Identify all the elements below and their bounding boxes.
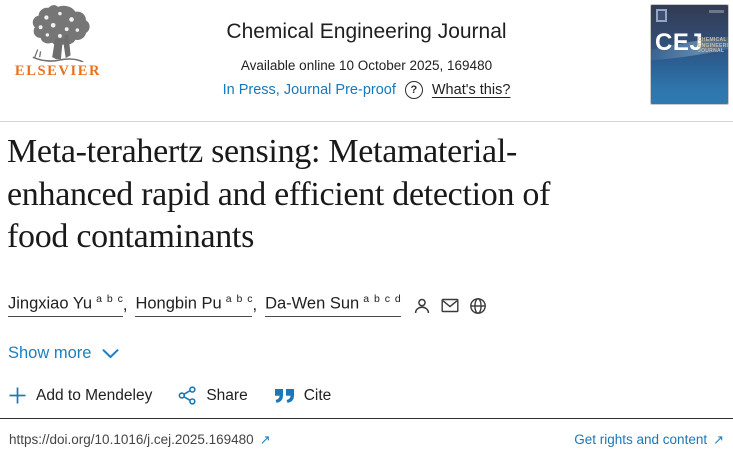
cover-journal-name: CHEMICAL ENGINEERING JOURNAL <box>698 37 729 55</box>
author-name: Da-Wen Sun <box>265 294 360 313</box>
author-name: Hongbin Pu <box>135 294 222 313</box>
share-label: Share <box>206 386 248 404</box>
cite-quote-icon <box>274 388 294 403</box>
action-bar: Add to Mendeley Share Cite <box>8 386 357 405</box>
question-circle-icon[interactable]: ? <box>404 81 423 99</box>
author-link-da-wen-sun[interactable]: Da-Wen Sun a b c d <box>265 293 401 317</box>
in-press-link[interactable]: In Press, Journal Pre-proof <box>222 82 396 98</box>
author-separator: , <box>122 295 128 314</box>
footer-bar: https://doi.org/10.1016/j.cej.2025.16948… <box>0 432 733 448</box>
article-status-row: In Press, Journal Pre-proof ? What's thi… <box>127 81 607 99</box>
share-button[interactable]: Share <box>178 386 248 405</box>
cover-publisher-mark-icon <box>656 9 667 22</box>
author-affiliations: a b c d <box>363 293 401 305</box>
get-rights-label: Get rights and content <box>574 432 708 447</box>
header-divider <box>0 121 733 122</box>
add-to-mendeley-label: Add to Mendeley <box>36 386 153 404</box>
cite-button[interactable]: Cite <box>274 386 332 405</box>
cite-label: Cite <box>303 386 332 404</box>
plus-icon <box>9 387 26 404</box>
cover-volume-strip <box>709 10 724 13</box>
author-action-icons <box>413 297 487 317</box>
availability-text: Available online 10 October 2025, 169480 <box>240 58 493 73</box>
whats-this-link[interactable]: What's this? <box>431 82 511 98</box>
show-more-label: Show more <box>8 344 92 362</box>
get-rights-link[interactable]: Get rights and content ↗ <box>574 432 724 448</box>
share-icon <box>178 386 196 405</box>
article-title-line: food contaminants <box>7 218 255 255</box>
journal-cover-thumbnail[interactable]: CEJ CHEMICAL ENGINEERING JOURNAL <box>650 4 729 105</box>
author-separator: , <box>252 295 258 314</box>
author-name: Jingxiao Yu <box>8 294 93 313</box>
author-link-jingxiao-yu[interactable]: Jingxiao Yu a b c <box>8 293 123 317</box>
cover-name-line: JOURNAL <box>698 48 725 54</box>
cover-name-line: ENGINEERING <box>698 42 729 49</box>
add-to-mendeley-button[interactable]: Add to Mendeley <box>8 386 152 405</box>
globe-icon[interactable] <box>469 297 487 315</box>
external-link-icon: ↗ <box>713 433 724 448</box>
article-title-line: enhanced rapid and efficient detection o… <box>7 175 551 213</box>
article-title-line: Meta-terahertz sensing: Metamaterial- <box>7 133 517 170</box>
cover-acronym: CEJ <box>655 29 704 56</box>
journal-banner: Chemical Engineering Journal Available o… <box>127 20 607 99</box>
doi-link[interactable]: https://doi.org/10.1016/j.cej.2025.16948… <box>9 432 271 448</box>
author-affiliations: a b c <box>96 293 123 305</box>
author-link-hongbin-pu[interactable]: Hongbin Pu a b c <box>135 293 253 317</box>
person-icon[interactable] <box>413 297 431 315</box>
elsevier-tree-icon <box>32 5 90 62</box>
external-link-icon: ↗ <box>259 433 271 448</box>
show-more-button[interactable]: Show more <box>8 344 119 363</box>
footer-divider <box>0 418 733 419</box>
author-list: Jingxiao Yu a b c , Hongbin Pu a b c , Da-… <box>8 293 487 317</box>
envelope-icon[interactable] <box>441 298 459 313</box>
doi-text: https://doi.org/10.1016/j.cej.2025.16948… <box>9 432 254 447</box>
author-affiliations: a b c <box>225 293 253 305</box>
chevron-down-icon <box>102 348 119 358</box>
journal-title-link[interactable]: Chemical Engineering Journal <box>226 20 507 43</box>
elsevier-logo[interactable]: ELSEVIER <box>8 4 108 80</box>
article-title: Meta-terahertz sensing: Metamaterial- en… <box>7 131 550 259</box>
cover-name-line: CHEMICAL <box>698 37 727 43</box>
elsevier-wordmark: ELSEVIER <box>14 63 102 79</box>
